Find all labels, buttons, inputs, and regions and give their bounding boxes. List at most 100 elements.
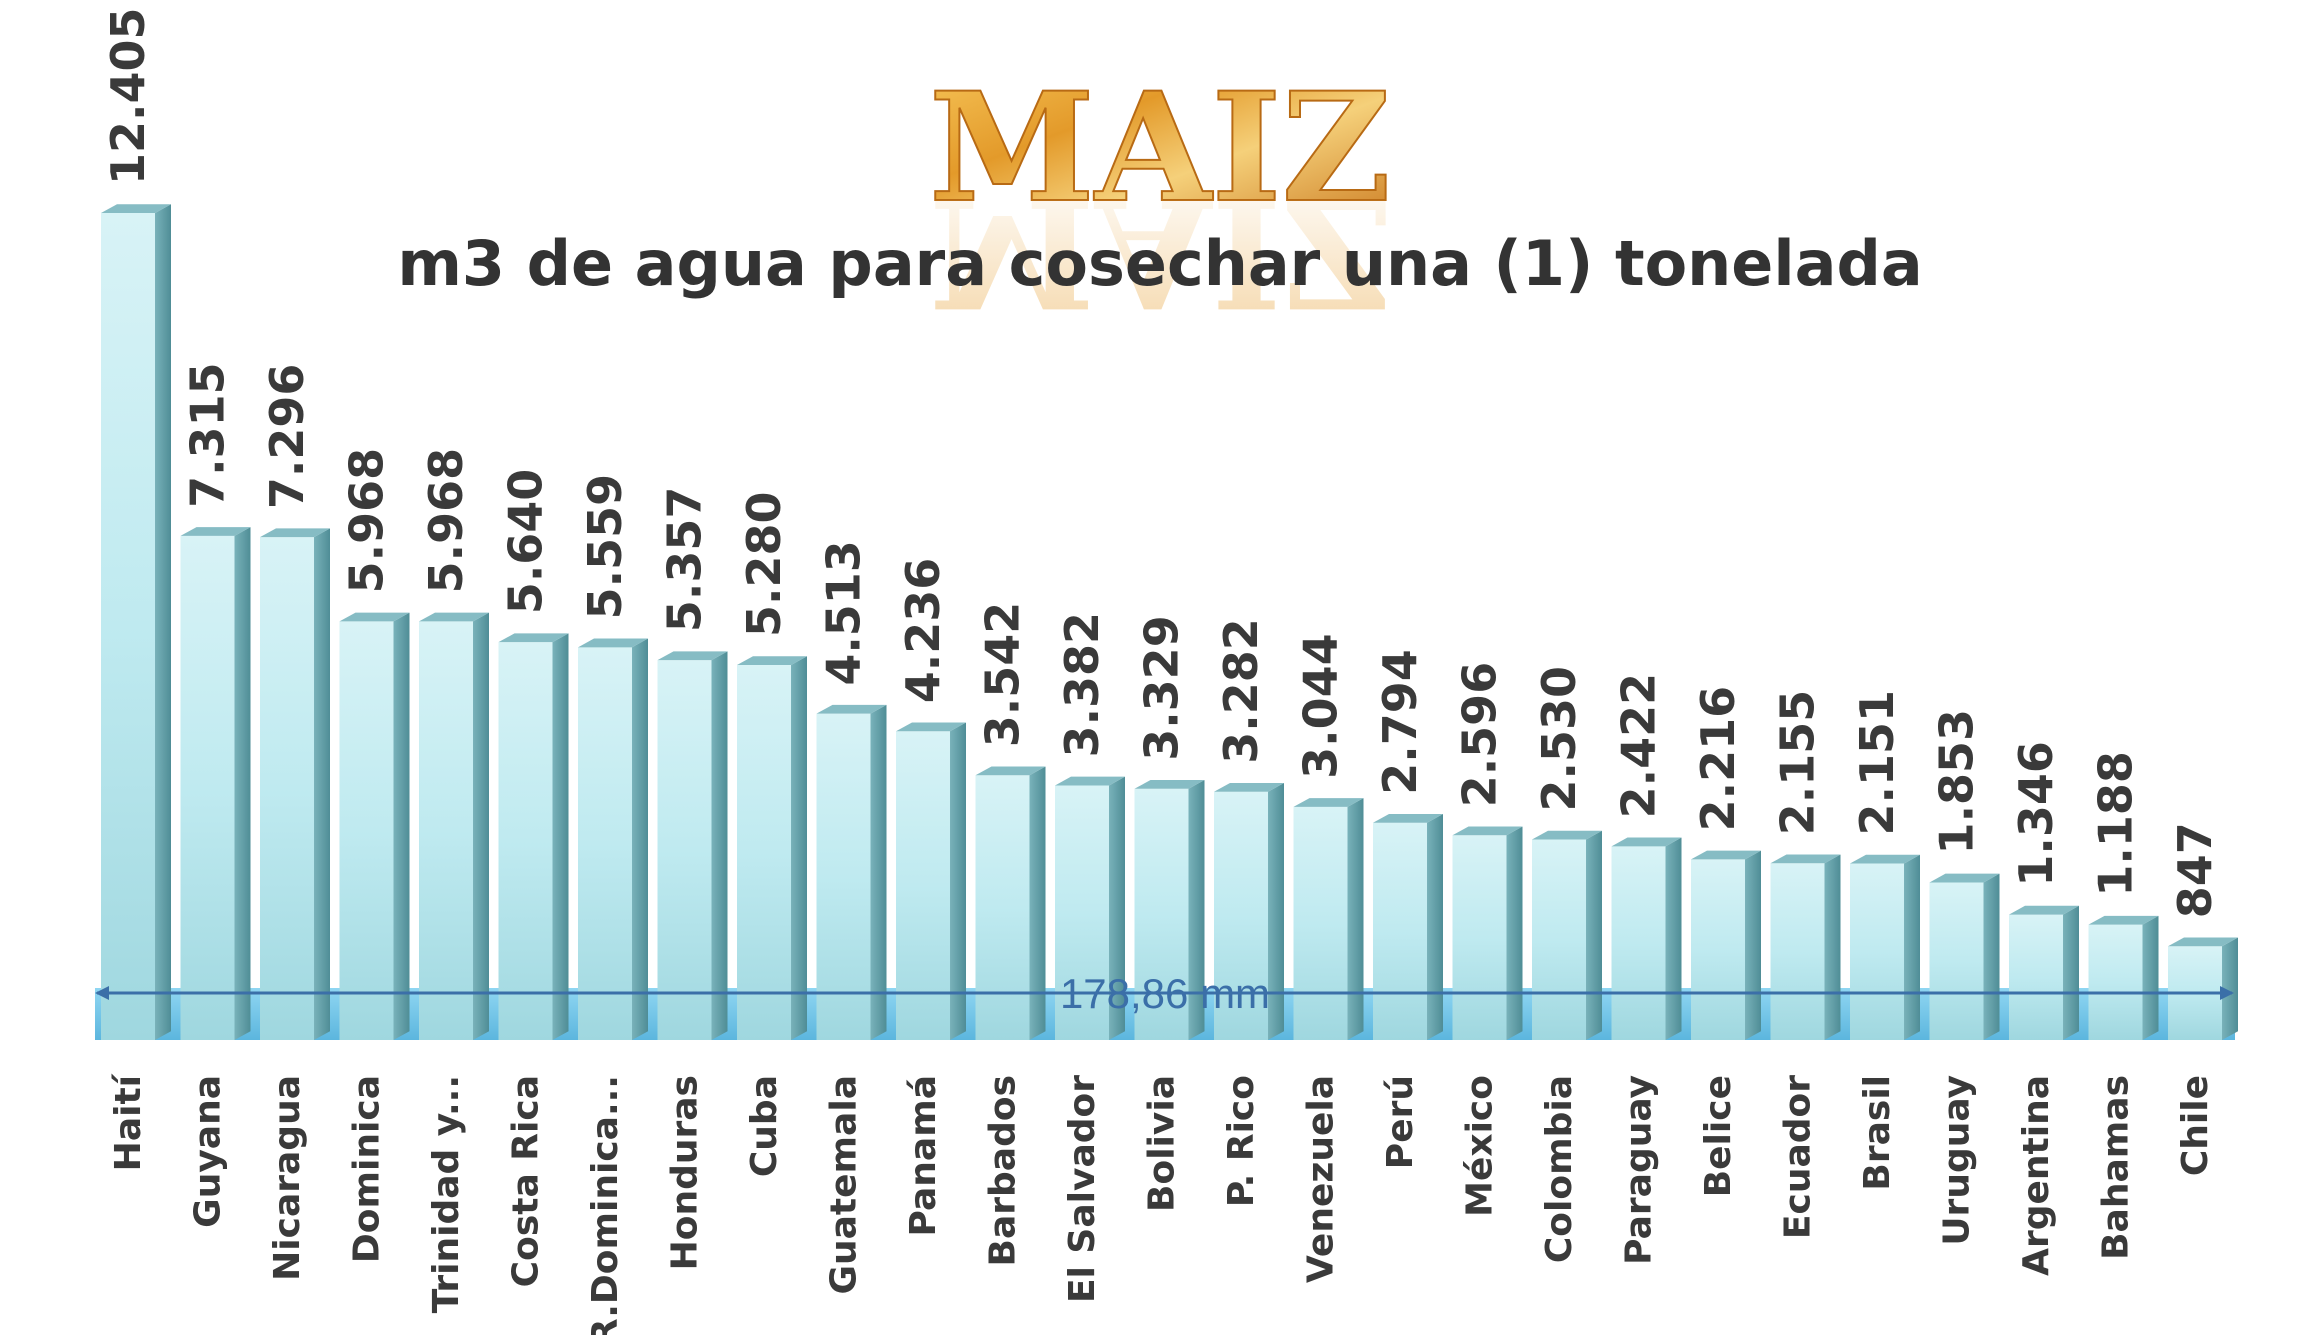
category-label: Panamá — [903, 1075, 944, 1236]
value-label: 12.405 — [101, 7, 155, 185]
category-label: Colombia — [1539, 1075, 1580, 1263]
value-label: 3.329 — [1135, 615, 1189, 761]
category-label: Trinidad y... — [426, 1075, 467, 1313]
bar-top — [816, 704, 887, 714]
bar — [498, 633, 569, 1040]
bar-front — [101, 213, 155, 1040]
category-label: Paraguay — [1619, 1075, 1660, 1265]
bar-top — [737, 656, 807, 666]
bar-top — [1850, 854, 1920, 864]
bar-front — [657, 660, 712, 1040]
bar-front — [180, 535, 235, 1040]
bar-top — [2009, 905, 2079, 915]
category-label: Perú — [1380, 1075, 1421, 1169]
value-label: 2.216 — [1691, 686, 1745, 832]
bar — [1770, 854, 1841, 1040]
bar — [339, 612, 410, 1040]
bar-top — [101, 204, 171, 213]
chart-title: m3 de agua para cosechar una (1) tonelad… — [397, 227, 1922, 300]
bar — [1532, 830, 1602, 1040]
bar-side — [1904, 854, 1920, 1040]
bar — [260, 528, 330, 1040]
bar — [101, 204, 171, 1040]
bar-side — [473, 612, 489, 1040]
category-label: Nicaragua — [267, 1075, 308, 1281]
category-label: Guatemala — [824, 1075, 865, 1295]
bar — [1293, 798, 1364, 1040]
bars-group — [101, 204, 2238, 1040]
value-label: 2.155 — [1771, 690, 1825, 836]
bar-side — [1427, 813, 1443, 1040]
bar — [1929, 873, 2000, 1040]
bar-side — [1506, 826, 1523, 1040]
value-label: 5.357 — [658, 487, 712, 633]
value-label: 3.282 — [1214, 618, 1268, 764]
bar-side — [234, 527, 251, 1040]
category-labels-group: Haití Guyana Nicaragua Dominica Trinidad y..… — [108, 1073, 2216, 1335]
bar-side — [155, 204, 171, 1040]
bar — [816, 704, 887, 1040]
bar-front — [1691, 859, 1745, 1040]
bar — [2168, 937, 2238, 1040]
bar-top — [896, 722, 966, 732]
value-label: 5.968 — [340, 448, 394, 594]
value-label: 2.422 — [1612, 673, 1666, 819]
bar-front — [1850, 863, 1904, 1040]
value-label: 7.315 — [181, 362, 235, 508]
measure-label: 178,86 mm — [1060, 970, 1270, 1017]
value-labels-group: 12.405 7.315 7.296 5.968 5.968 5.640 5.559 5.35… — [101, 7, 2222, 918]
bar-top — [419, 612, 489, 622]
bar-top — [1452, 826, 1523, 836]
bar-side — [1983, 873, 2000, 1040]
value-label: 2.794 — [1373, 649, 1427, 795]
bar-top — [1293, 798, 1364, 807]
value-label: 2.596 — [1453, 662, 1507, 808]
bar — [180, 527, 251, 1040]
bar-top — [498, 633, 569, 643]
category-label: Honduras — [665, 1075, 706, 1270]
bar-side — [552, 633, 569, 1040]
bar-side — [1268, 782, 1284, 1040]
bar — [975, 766, 1046, 1040]
value-label: 3.382 — [1055, 612, 1109, 758]
bar-side — [870, 704, 887, 1040]
bar-front — [339, 621, 394, 1040]
bar — [1611, 837, 1682, 1040]
bar-top — [1214, 782, 1284, 792]
bar-side — [1745, 850, 1761, 1040]
measure-annotation: 178,86 mm — [95, 970, 2234, 1017]
bar — [657, 651, 728, 1040]
bar-front — [1293, 806, 1348, 1040]
value-label: 1.853 — [1930, 709, 1984, 855]
bar-top — [1770, 854, 1841, 864]
bar-side — [1347, 798, 1364, 1040]
bar-front — [2088, 924, 2143, 1040]
value-label: 3.542 — [976, 602, 1030, 748]
chart-heading: MAIZ MAIZ — [928, 59, 1392, 340]
bar-side — [2142, 915, 2159, 1040]
bar-top — [1055, 776, 1125, 786]
category-label: México — [1460, 1075, 1501, 1217]
bar-front — [498, 642, 553, 1040]
category-label: Dominica — [347, 1075, 388, 1263]
bar-top — [1532, 830, 1602, 840]
bar — [2009, 905, 2079, 1040]
bar-side — [791, 656, 807, 1040]
category-label: Belice — [1698, 1075, 1739, 1197]
bar-front — [1770, 863, 1825, 1040]
bar-side — [314, 528, 330, 1040]
bar-front — [1452, 835, 1507, 1040]
bar-front — [1532, 839, 1586, 1040]
value-label: 3.044 — [1294, 633, 1348, 779]
category-label: Chile — [2175, 1075, 2216, 1176]
bar-top — [1611, 837, 1682, 847]
bar-top — [260, 528, 330, 538]
heading-text: MAIZ — [929, 60, 1391, 236]
category-label: Barbados — [983, 1075, 1024, 1266]
bar — [2088, 915, 2159, 1040]
bar-top — [1373, 813, 1443, 823]
category-label: P. Rico — [1221, 1075, 1262, 1207]
bar-side — [1586, 830, 1602, 1040]
value-label: 847 — [2168, 822, 2222, 918]
